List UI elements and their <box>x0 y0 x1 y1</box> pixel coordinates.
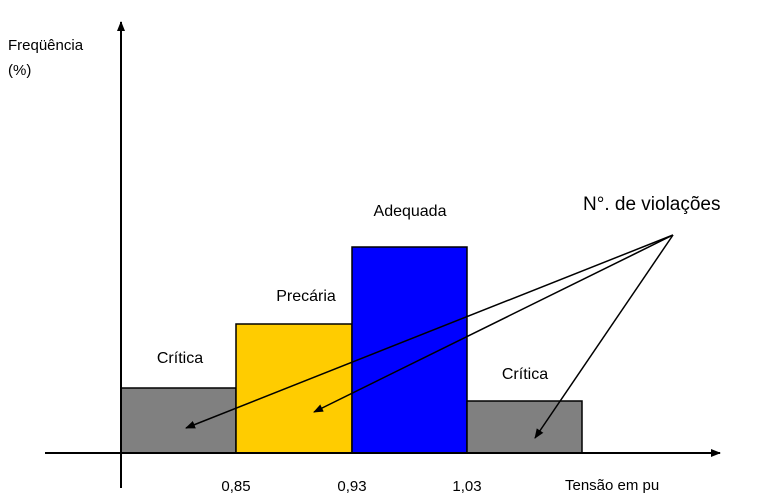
arrow-to-critica-high <box>534 234 674 439</box>
violations-annotation: N°. de violações <box>583 194 721 215</box>
bar-critica-low <box>120 387 237 454</box>
bar-label-critica-high: Crítica <box>502 366 548 383</box>
bar-label-precaria: Precária <box>276 288 336 305</box>
y-axis-title-line1: Freqüência <box>8 37 84 54</box>
bar-precaria <box>235 323 353 454</box>
x-tick-label: 1,03 <box>452 478 481 495</box>
x-axis-title: Tensão em pu <box>565 477 659 494</box>
bar-critica-high <box>466 400 583 454</box>
x-tick-label: 0,85 <box>221 478 250 495</box>
arrow-to-precaria <box>313 234 674 413</box>
y-axis-title-line2: (%) <box>8 62 31 79</box>
arrow-to-critica-low <box>185 234 674 429</box>
bar-label-adequada: Adequada <box>374 203 447 220</box>
bar-adequada <box>351 246 468 454</box>
bar-label-critica-low: Crítica <box>157 350 203 367</box>
x-tick-label: 0,93 <box>337 478 366 495</box>
